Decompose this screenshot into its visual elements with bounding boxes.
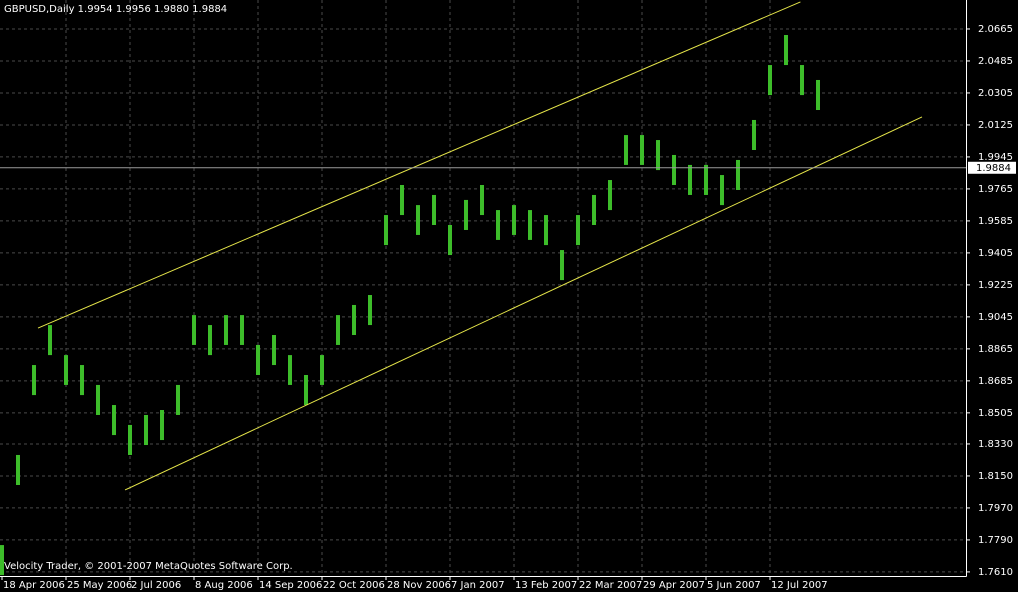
last-price-box <box>968 161 1016 174</box>
price-bar <box>544 215 548 246</box>
price-bar <box>336 315 340 345</box>
price-bar <box>256 344 260 375</box>
y-tick-label: 1.7790 <box>978 535 1013 546</box>
price-bar <box>528 210 532 240</box>
price-bar <box>128 424 132 455</box>
price-bar <box>608 180 612 211</box>
price-bar <box>64 355 68 385</box>
price-bar <box>288 355 292 385</box>
price-bar <box>576 215 580 246</box>
price-bar <box>48 325 52 356</box>
price-bar <box>400 185 404 216</box>
price-bar <box>80 365 84 396</box>
price-bar <box>464 199 468 230</box>
price-bar <box>512 205 516 235</box>
watermark: Velocity Trader, © 2001-2007 MetaQuotes … <box>4 561 293 572</box>
price-bar <box>592 194 596 225</box>
y-tick-label: 1.8330 <box>978 439 1013 450</box>
x-tick-label: 5 Jun 2007 <box>707 580 761 591</box>
y-tick-label: 1.8685 <box>978 376 1013 387</box>
grid <box>0 0 966 576</box>
price-bar <box>144 414 148 446</box>
price-bar <box>16 454 20 486</box>
last-price-label: 1.9884 <box>976 163 1011 174</box>
price-bar <box>816 79 820 111</box>
price-bar <box>96 384 100 415</box>
price-bar <box>0 545 4 576</box>
price-bar <box>496 210 500 240</box>
price-bar <box>752 119 756 150</box>
y-tick-label: 1.7610 <box>978 567 1013 578</box>
x-tick-label: 14 Sep 2006 <box>259 580 322 591</box>
price-bar <box>224 315 228 345</box>
price-bar <box>32 365 36 396</box>
x-tick-label: 7 Jan 2007 <box>451 580 505 591</box>
price-bar <box>432 194 436 225</box>
x-tick-label: 25 May 2006 <box>67 580 132 591</box>
price-bar <box>736 159 740 190</box>
y-tick-label: 1.8505 <box>978 408 1013 419</box>
price-bar <box>800 65 804 96</box>
price-bar <box>768 65 772 96</box>
y-tick-label: 2.0125 <box>978 120 1013 131</box>
price-bar <box>272 335 276 366</box>
y-tick-label: 1.7970 <box>978 503 1013 514</box>
price-bar <box>624 135 628 165</box>
x-tick-label: 28 Nov 2006 <box>387 580 451 591</box>
y-tick-label: 2.0305 <box>978 88 1013 99</box>
y-tick-label: 1.9945 <box>978 152 1013 163</box>
price-bar <box>672 154 676 186</box>
price-bar <box>688 164 692 195</box>
price-bar <box>208 325 212 356</box>
price-bar <box>320 355 324 385</box>
price-bar <box>704 164 708 195</box>
x-tick-label: 13 Feb 2007 <box>515 580 577 591</box>
x-tick-label: 8 Aug 2006 <box>195 580 253 591</box>
y-tick-label: 2.0485 <box>978 56 1013 67</box>
channel-line <box>37 1 801 329</box>
price-bar <box>656 140 660 171</box>
price-bar <box>304 374 308 406</box>
x-tick-label: 12 Jul 2007 <box>771 580 828 591</box>
price-bar <box>176 384 180 415</box>
price-bar <box>352 304 356 336</box>
price-bar <box>368 295 372 326</box>
y-tick-label: 1.9765 <box>978 184 1013 195</box>
x-tick-label: 29 Apr 2007 <box>643 580 705 591</box>
price-bar <box>784 35 788 66</box>
price-bar <box>240 315 244 345</box>
y-tick-label: 1.8865 <box>978 344 1013 355</box>
price-bar <box>480 185 484 216</box>
chart-title: GBPUSD,Daily 1.9954 1.9956 1.9880 1.9884 <box>4 4 227 15</box>
price-bar <box>640 135 644 165</box>
x-tick-label: 22 Mar 2007 <box>579 580 642 591</box>
x-tick-label: 2 Jul 2006 <box>131 580 181 591</box>
price-bar <box>448 224 452 256</box>
y-tick-label: 1.9225 <box>978 280 1013 291</box>
plot <box>0 1 966 576</box>
price-bar <box>560 250 564 281</box>
price-bar <box>384 215 388 246</box>
price-bar <box>192 315 196 345</box>
price-bar <box>112 405 116 436</box>
channel-line <box>124 116 923 491</box>
y-tick-label: 1.9405 <box>978 248 1013 259</box>
y-tick-label: 1.9045 <box>978 312 1013 323</box>
x-tick-label: 18 Apr 2006 <box>3 580 65 591</box>
y-tick-label: 1.8150 <box>978 471 1013 482</box>
price-bar <box>720 175 724 206</box>
price-bar <box>160 410 164 441</box>
y-tick-label: 2.0665 <box>978 24 1013 35</box>
x-tick-label: 22 Oct 2006 <box>323 580 385 591</box>
price-bar <box>416 205 420 235</box>
y-tick-label: 1.9585 <box>978 216 1013 227</box>
